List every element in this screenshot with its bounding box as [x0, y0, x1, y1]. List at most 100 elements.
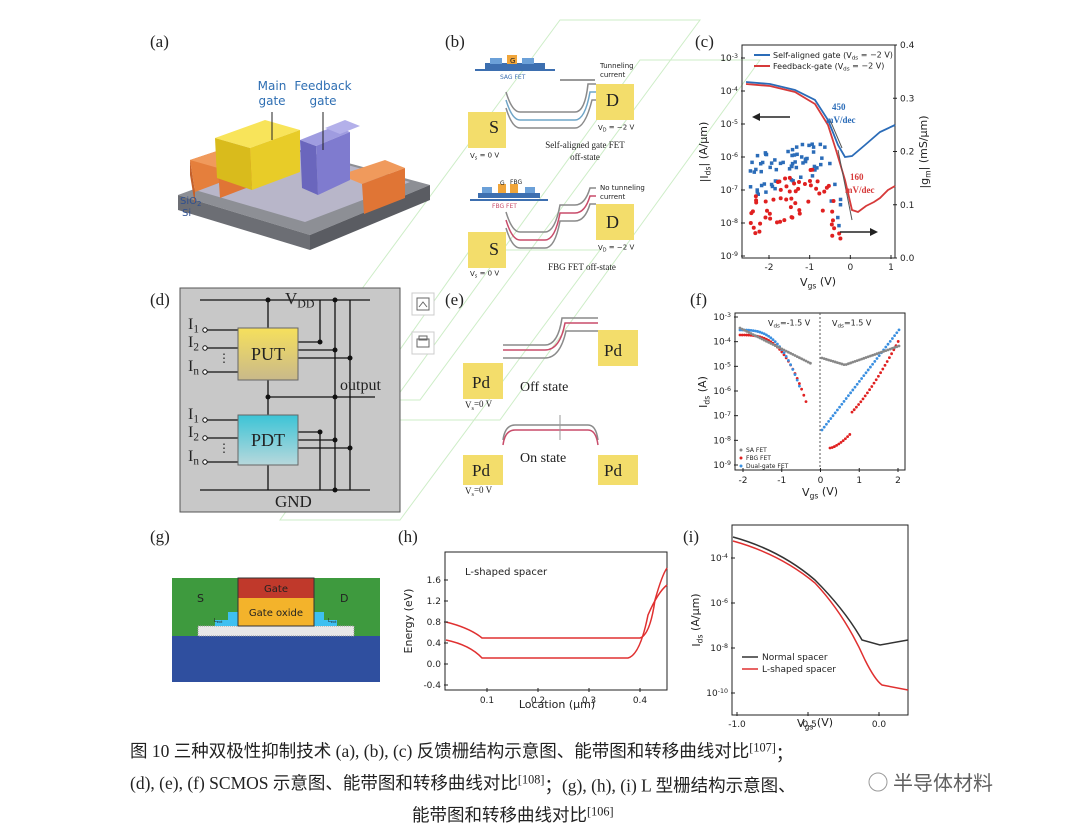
scatter-point — [773, 186, 777, 191]
band-diagram-top — [468, 55, 634, 148]
text-part: ds — [702, 396, 711, 405]
text-part: -7 — [725, 411, 731, 418]
text-part: V — [470, 152, 475, 160]
scatter-point — [837, 442, 841, 446]
scatter-point — [773, 158, 777, 162]
scatter-point — [844, 397, 848, 400]
text-part: =0 V — [474, 399, 493, 409]
scatter-point — [763, 215, 768, 220]
annotation: Si — [182, 208, 191, 219]
scatter-point — [807, 179, 812, 184]
scatter-point — [768, 216, 773, 221]
scatter-point — [835, 443, 838, 447]
scatter-point — [773, 344, 777, 347]
text-part: I — [188, 424, 193, 441]
annotation: Vs = 0 V — [470, 269, 499, 279]
text-part: 10 — [720, 153, 732, 163]
legend-entry: FBG FET — [746, 455, 771, 462]
scatter-point — [877, 374, 880, 378]
scatter-point — [869, 354, 872, 358]
scatter-point — [758, 336, 762, 340]
scatter-point — [885, 360, 889, 363]
text-part: =-1.5 V — [780, 318, 811, 327]
text-part: I — [188, 358, 193, 375]
scatter-point — [745, 329, 748, 333]
text-part: -6 — [725, 386, 731, 393]
text-part: -10 — [718, 688, 728, 695]
text-part: Self-aligned gate ( — [773, 51, 846, 60]
scatter-point — [776, 342, 779, 346]
scatter-point — [848, 433, 852, 436]
toolbar-button[interactable] — [411, 292, 435, 316]
scatter-point — [868, 388, 871, 392]
annotation: S — [197, 592, 204, 605]
scatter-point — [873, 359, 877, 363]
scatter-point — [839, 440, 843, 444]
x-axis-label: Vgs (V) — [800, 275, 836, 290]
scatter-point — [798, 356, 801, 360]
text-part: 2 — [197, 200, 201, 208]
text-part: = −2 V — [607, 243, 635, 251]
scatter-point — [836, 408, 839, 412]
scatter-point — [774, 167, 779, 172]
scatter-point — [797, 211, 802, 216]
scatter-point — [797, 208, 802, 213]
scatter-point — [800, 387, 803, 391]
scatter-point — [747, 333, 751, 337]
panel-label: (f) — [690, 290, 707, 309]
x-tick-label: 0.0 — [872, 720, 887, 730]
scatter-point — [810, 174, 815, 178]
scatter-point — [849, 391, 852, 395]
scatter-point — [751, 225, 756, 230]
scatter-point — [780, 350, 784, 354]
input-label: I1 — [188, 316, 199, 335]
scatter-point — [893, 334, 896, 338]
annotation: Pd — [604, 341, 622, 360]
scatter-point — [740, 327, 744, 331]
scatter-point — [831, 359, 835, 363]
text-part: 10 — [720, 120, 732, 130]
scatter-point — [888, 356, 891, 360]
scatter-point — [782, 353, 786, 357]
text-part: -6 — [722, 598, 728, 605]
text-part: 10 — [720, 252, 732, 262]
scatter-point — [765, 339, 768, 343]
watermark-text: 半导体材料 — [893, 771, 993, 795]
annotation: No tunneling — [600, 184, 645, 192]
scatter-point — [823, 145, 827, 149]
scatter-point — [883, 363, 887, 367]
y-tick-label: 0.1 — [900, 201, 914, 211]
scatter-point — [799, 155, 804, 159]
annotation: Tunneling — [599, 62, 634, 70]
annotation: Off state — [520, 380, 568, 395]
text-part: 10 — [706, 689, 718, 699]
scatter-point — [800, 357, 803, 361]
y-tick-label: 1.6 — [427, 576, 442, 586]
scatter-point — [886, 342, 890, 346]
scatter-point — [751, 329, 755, 333]
text-part: = 0 V — [477, 151, 499, 159]
circuit-nodes — [265, 297, 353, 493]
scatter-point — [747, 331, 751, 334]
annotation: SAG FET — [500, 74, 526, 81]
scatter-point — [740, 333, 744, 337]
annotation: Vs=0 V — [465, 399, 493, 412]
scatter-decoration — [748, 142, 843, 241]
tick-labels: 10-310-410-510-610-710-810-90.40.30.20.1… — [720, 41, 914, 273]
scatter-point — [759, 183, 764, 188]
scatter-point — [795, 152, 799, 157]
text-part: = 0 V — [477, 269, 499, 277]
text-part: | (A/μm) — [697, 122, 710, 167]
scatter-point — [825, 422, 828, 426]
toolbar-button[interactable] — [411, 331, 435, 355]
text-part: -9 — [725, 460, 731, 467]
scatter-point — [872, 381, 876, 385]
scatter-point — [782, 351, 786, 355]
rail-label: GND — [275, 492, 312, 511]
scatter-point — [751, 333, 755, 336]
scatter-point — [896, 340, 900, 343]
text-part: gs — [808, 281, 817, 290]
scatter-point — [858, 379, 861, 383]
caption-line: 能带图和转移曲线对比[106] — [412, 804, 614, 825]
scatter-point — [791, 368, 795, 371]
